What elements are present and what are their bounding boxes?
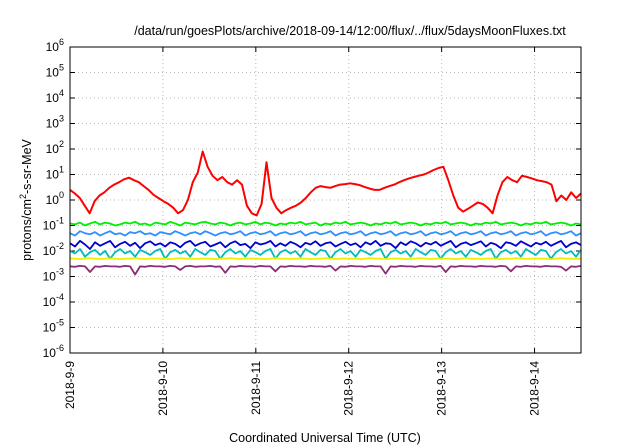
y-tick-label: 106 (46, 37, 64, 54)
series-group (69, 150, 582, 276)
series-line-3 (69, 239, 582, 250)
x-tick-labels: 2018-9-9 2018-9-10 2018-9-11 2018-9-12 2018-… (63, 361, 542, 416)
series-line-1 (69, 220, 582, 227)
series-line-6 (69, 264, 582, 276)
y-tick-label: 104 (46, 88, 64, 105)
y-axis-label-post: -s-sr-MeV (20, 138, 34, 194)
x-tick-label: 2018-9-14 (528, 361, 542, 416)
y-tick-labels: 106 105 104 103 102 101 100 10-1 10-2 10-3 10-4 10-… (43, 37, 64, 360)
y-axis-label-sup: 2 (18, 194, 28, 199)
x-tick-label: 2018-9-10 (156, 361, 170, 416)
series-line-4 (69, 248, 582, 260)
y-axis-label-pre: protons/cm (20, 199, 34, 261)
y-tick-label: 10-5 (43, 318, 64, 335)
y-tick-label: 10-6 (43, 343, 64, 360)
series-line-0 (69, 150, 582, 217)
x-tick-label: 2018-9-13 (435, 361, 449, 416)
x-tick-label: 2018-9-9 (63, 361, 77, 409)
y-tick-label: 10-4 (43, 292, 64, 309)
x-tick-label: 2018-9-12 (342, 361, 356, 416)
y-axis-label: protons/cm2-s-sr-MeV (18, 138, 34, 260)
y-tick-label: 105 (46, 63, 64, 80)
x-tick-label: 2018-9-11 (249, 361, 263, 415)
y-tick-label: 102 (46, 139, 64, 156)
y-tick-label: 10-1 (43, 216, 64, 233)
chart-title: /data/run/goesPlots/archive/2018-09-14/1… (134, 24, 566, 38)
y-tick-label: 10-2 (43, 241, 64, 258)
plot-frame (69, 46, 582, 354)
series-line-5 (70, 257, 582, 261)
x-axis-label: Coordinated Universal Time (UTC) (229, 431, 421, 445)
y-tick-label: 103 (46, 114, 64, 131)
grid (69, 46, 581, 354)
y-tick-label: 100 (46, 190, 64, 207)
y-tick-label: 101 (46, 165, 64, 182)
series-line-2 (69, 230, 582, 237)
y-tick-label: 10-3 (43, 267, 64, 284)
